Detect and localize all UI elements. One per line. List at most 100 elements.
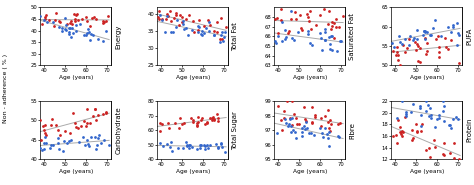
- Point: [435, 34, 442, 37]
- Point: [284, 124, 292, 127]
- Point: [55, 26, 63, 29]
- Point: [286, 117, 293, 120]
- Point: [100, 21, 108, 24]
- Point: [330, 22, 338, 25]
- Point: [298, 135, 306, 138]
- Point: [214, 145, 222, 148]
- Point: [158, 19, 165, 22]
- Point: [419, 33, 427, 36]
- Y-axis label: PUFA: PUFA: [466, 28, 472, 45]
- Point: [336, 39, 344, 42]
- Point: [427, 34, 434, 37]
- Point: [396, 40, 404, 43]
- Point: [411, 40, 419, 43]
- Point: [407, 110, 415, 113]
- Point: [206, 116, 214, 119]
- Point: [393, 51, 401, 54]
- Point: [185, 143, 192, 146]
- X-axis label: Age (years): Age (years): [175, 169, 210, 174]
- Point: [200, 144, 207, 147]
- Point: [296, 14, 304, 17]
- Point: [217, 17, 225, 20]
- Point: [102, 29, 110, 32]
- Point: [202, 27, 210, 30]
- Point: [68, 35, 75, 38]
- Point: [65, 32, 73, 35]
- Point: [91, 108, 99, 111]
- Point: [308, 132, 315, 135]
- Point: [188, 29, 196, 32]
- Point: [309, 121, 316, 124]
- Point: [324, 137, 332, 140]
- Point: [298, 28, 305, 31]
- Point: [178, 16, 186, 19]
- Point: [201, 122, 209, 125]
- Point: [83, 19, 91, 22]
- Point: [399, 131, 407, 134]
- Point: [402, 112, 410, 115]
- Point: [319, 135, 327, 138]
- Point: [198, 33, 206, 36]
- Point: [180, 20, 187, 23]
- Point: [83, 122, 91, 125]
- Point: [398, 42, 405, 45]
- Point: [413, 42, 420, 45]
- Y-axis label: Saturated Fat: Saturated Fat: [349, 13, 356, 60]
- Point: [274, 105, 282, 108]
- Point: [94, 37, 102, 40]
- Point: [335, 25, 342, 28]
- Point: [438, 35, 445, 38]
- Point: [389, 50, 397, 53]
- Point: [49, 144, 56, 147]
- Point: [317, 117, 324, 120]
- Point: [83, 107, 91, 110]
- Point: [55, 19, 63, 22]
- Point: [393, 141, 401, 144]
- Point: [155, 9, 163, 12]
- Point: [339, 15, 347, 18]
- Point: [196, 147, 204, 149]
- Point: [41, 18, 49, 21]
- Point: [390, 45, 398, 48]
- Point: [217, 34, 225, 37]
- Point: [273, 17, 281, 20]
- Point: [41, 16, 49, 19]
- Point: [395, 35, 403, 38]
- Point: [284, 32, 292, 35]
- Point: [418, 122, 426, 125]
- Point: [72, 121, 79, 124]
- Point: [176, 14, 184, 17]
- Point: [416, 60, 423, 63]
- Point: [90, 16, 98, 18]
- Point: [214, 117, 222, 120]
- Point: [317, 36, 324, 39]
- Point: [389, 41, 396, 44]
- Point: [439, 100, 447, 103]
- Point: [196, 144, 204, 147]
- Point: [198, 116, 206, 119]
- Point: [321, 127, 329, 130]
- Point: [278, 19, 285, 22]
- Point: [36, 147, 44, 150]
- Point: [427, 117, 435, 120]
- Point: [416, 104, 424, 107]
- Point: [39, 148, 46, 151]
- Point: [305, 33, 312, 36]
- Point: [418, 124, 425, 127]
- Point: [324, 23, 331, 26]
- Point: [421, 29, 428, 32]
- Point: [396, 64, 403, 67]
- Point: [282, 38, 289, 41]
- Point: [415, 45, 422, 48]
- Point: [310, 134, 318, 137]
- Point: [63, 22, 70, 25]
- Point: [41, 124, 49, 127]
- Point: [394, 119, 401, 122]
- Point: [178, 20, 185, 23]
- Point: [210, 118, 218, 121]
- Point: [39, 124, 47, 127]
- Point: [431, 18, 438, 21]
- Point: [445, 124, 453, 127]
- Point: [454, 21, 461, 24]
- Point: [435, 117, 443, 120]
